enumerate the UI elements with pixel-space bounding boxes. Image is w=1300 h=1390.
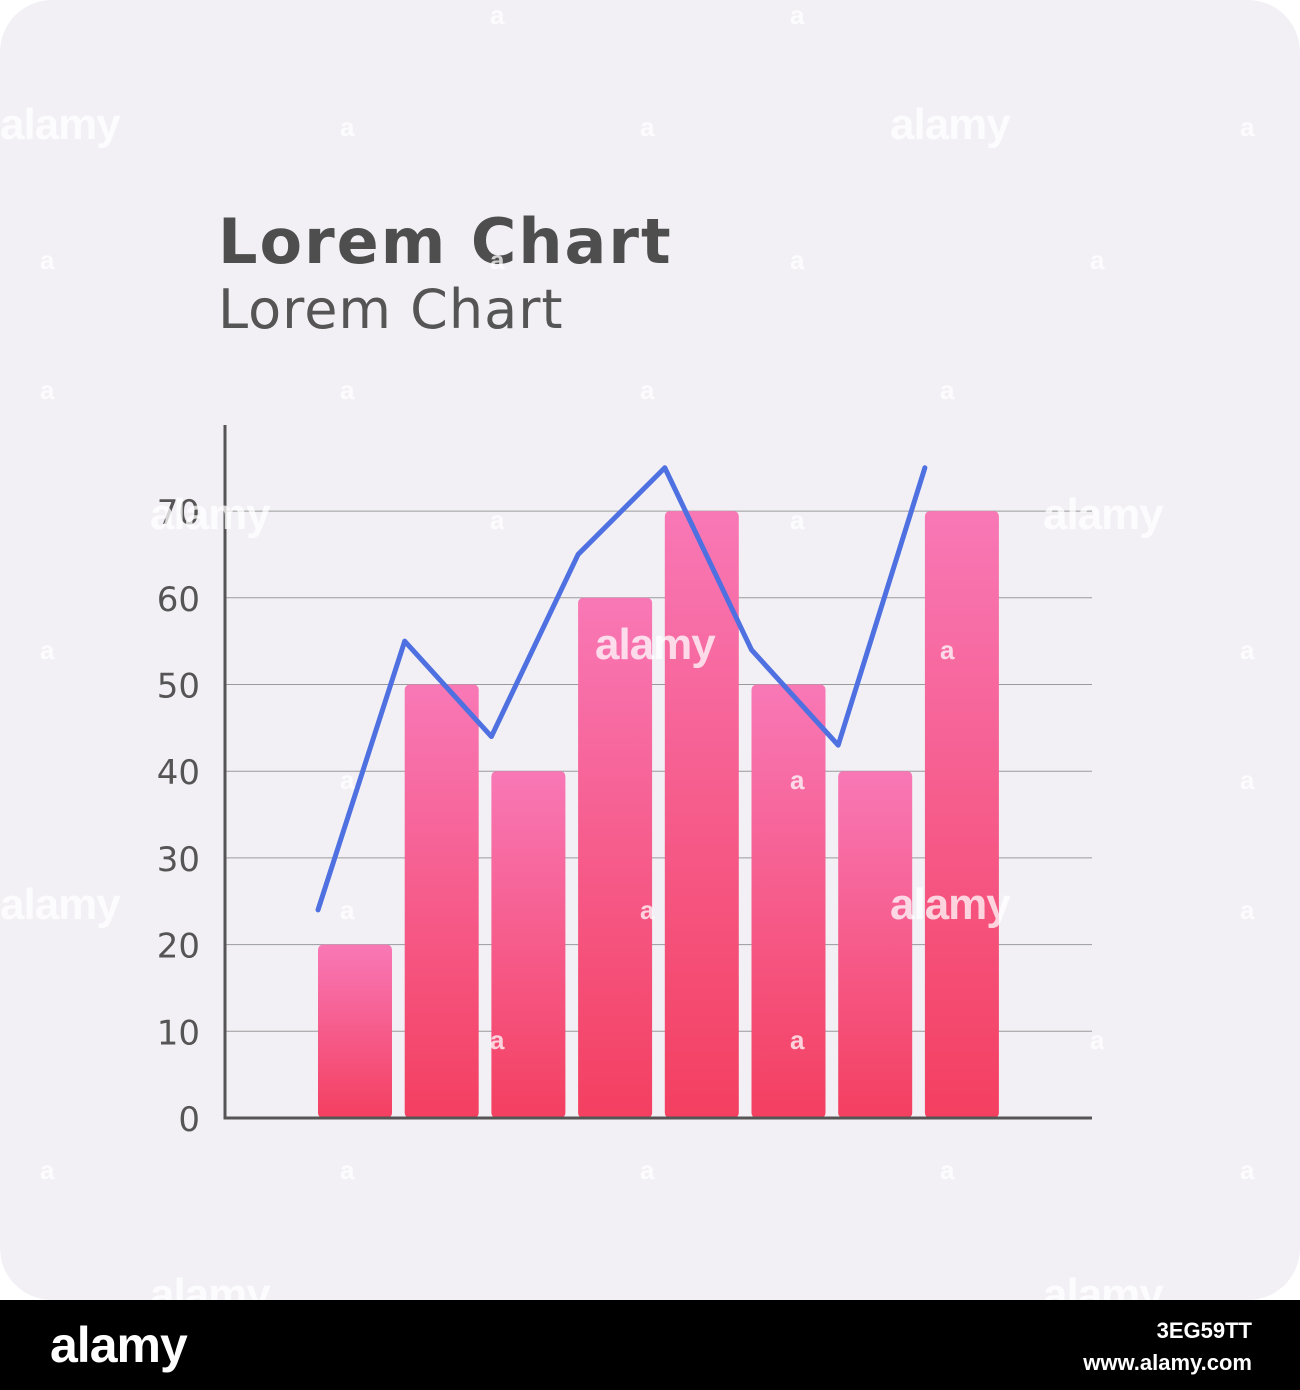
chart-subtitle: Lorem Chart [218, 278, 564, 341]
watermark-word: alamy [890, 880, 1011, 929]
bar-1 [318, 944, 392, 1118]
watermark-mark: a [640, 895, 655, 925]
watermark-mark: a [490, 505, 505, 535]
watermark-mark: a [40, 1155, 55, 1185]
bar-3 [491, 771, 566, 1118]
bar-5 [664, 511, 739, 1119]
watermark-mark: a [1090, 245, 1105, 275]
bar-7 [838, 771, 913, 1118]
bar-2 [404, 684, 479, 1118]
watermark-mark: a [1240, 1155, 1255, 1185]
watermark-word: alamy [0, 100, 121, 149]
watermark-mark: a [1090, 1025, 1105, 1055]
watermark-mark: a [490, 1025, 505, 1055]
watermark-word: alamy [0, 880, 121, 929]
watermark-word: alamy [890, 100, 1011, 149]
watermark-mark: a [790, 0, 805, 30]
watermark-mark: a [940, 635, 955, 665]
watermark-mark: a [1240, 765, 1255, 795]
line-series [315, 465, 928, 913]
chart-title: Lorem Chart [218, 205, 673, 278]
footer-url: www.alamy.com [1083, 1350, 1252, 1375]
y-tick-label-10: 10 [157, 1013, 200, 1053]
combo-chart: 0 10 20 30 40 50 60 70 [157, 425, 1092, 1140]
watermark-mark: a [1240, 112, 1255, 142]
footer-image-id: 3EG59TT [1156, 1318, 1252, 1343]
watermark-word: alamy [595, 620, 716, 669]
watermark-mark: a [40, 635, 55, 665]
watermark-mark: a [790, 245, 805, 275]
y-tick-label-70: 70 [157, 493, 200, 533]
watermark-mark: a [790, 765, 805, 795]
y-tick-label-40: 40 [157, 753, 200, 793]
bar-series [318, 511, 999, 1119]
axes [223, 425, 1092, 1120]
bar-8 [924, 511, 999, 1119]
watermark-mark: a [340, 1155, 355, 1185]
bar-4 [578, 597, 653, 1118]
y-tick-labels: 0 10 20 30 40 50 60 70 [157, 493, 200, 1140]
bar-6 [751, 684, 826, 1118]
line-path [315, 465, 928, 913]
watermark-mark: a [640, 1155, 655, 1185]
watermark-mark: a [790, 1025, 805, 1055]
y-tick-label-20: 20 [157, 927, 200, 967]
watermark-mark: a [340, 765, 355, 795]
watermark-mark: a [340, 112, 355, 142]
y-tick-label-60: 60 [157, 580, 200, 620]
watermark-mark: a [640, 112, 655, 142]
watermark-mark: a [790, 505, 805, 535]
y-tick-label-0: 0 [178, 1100, 200, 1140]
footer-bar: alamy 3EG59TT www.alamy.com [0, 1300, 1300, 1390]
watermark-mark: a [490, 0, 505, 30]
watermark-mark: a [340, 375, 355, 405]
watermark-mark: a [640, 375, 655, 405]
watermark-mark: a [490, 245, 505, 275]
watermark-mark: a [940, 375, 955, 405]
watermark-mark: a [340, 895, 355, 925]
watermark-word: alamy [1043, 490, 1164, 539]
watermark-word: alamy [150, 490, 271, 539]
y-tick-label-30: 30 [157, 840, 200, 880]
watermark-mark: a [940, 1155, 955, 1185]
watermark-mark: a [40, 245, 55, 275]
y-tick-label-50: 50 [157, 667, 200, 707]
footer-logo: alamy [50, 1317, 188, 1373]
watermark-mark: a [40, 375, 55, 405]
watermark-mark: a [1240, 895, 1255, 925]
watermark-mark: a [1240, 635, 1255, 665]
